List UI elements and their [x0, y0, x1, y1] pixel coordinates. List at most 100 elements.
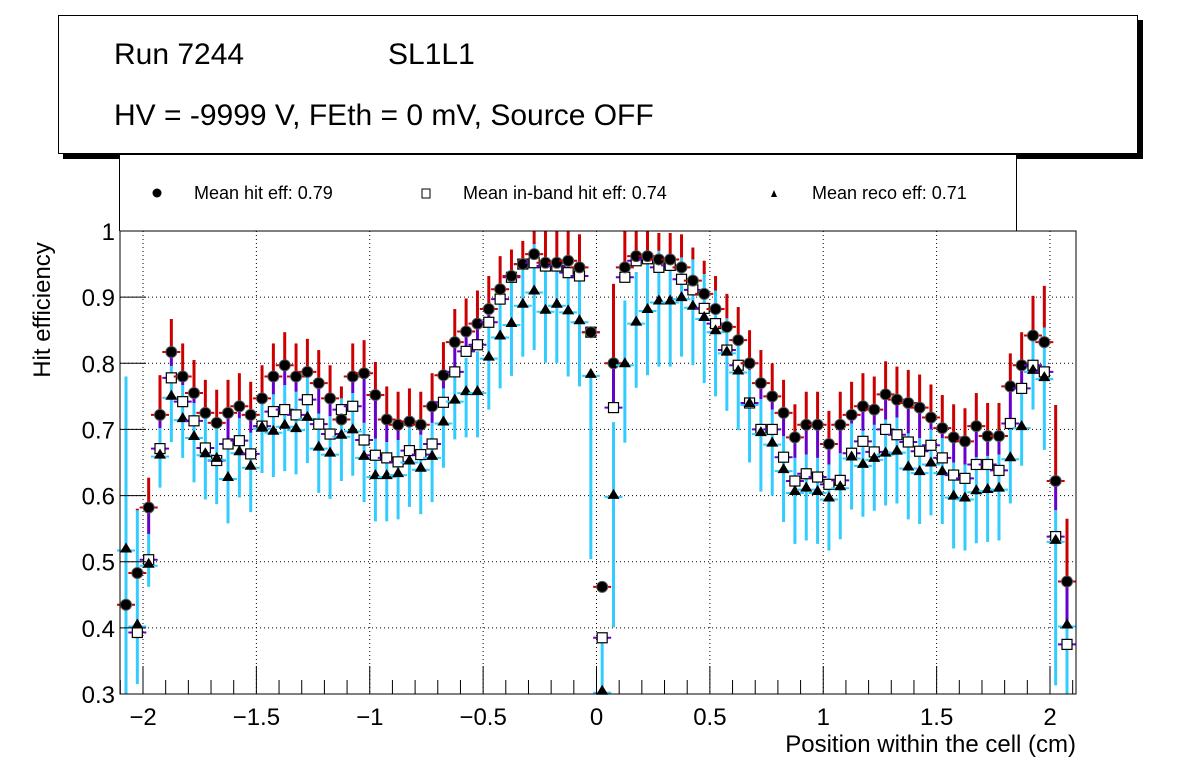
inband-eff-marker — [596, 632, 608, 644]
hit-eff-marker — [142, 501, 155, 514]
reco-eff-marker — [471, 385, 484, 396]
reco-eff-marker — [267, 424, 280, 435]
reco-eff-marker — [290, 422, 303, 433]
inband-eff-marker — [993, 464, 1005, 477]
hit-eff-marker — [958, 435, 971, 448]
reco-eff-marker — [165, 389, 178, 400]
title-line-1: Run 7244 SL1L1 — [114, 38, 475, 72]
reco-eff-marker — [879, 446, 892, 457]
inband-eff-marker — [460, 345, 472, 357]
inband-eff-marker — [948, 469, 960, 481]
x-tick-label: 2 — [1043, 704, 1056, 731]
x-tick-label: 0.5 — [693, 704, 726, 731]
reco-eff-marker — [641, 303, 654, 314]
run-label: Run 7244 — [114, 38, 245, 71]
reco-eff-marker — [528, 284, 541, 295]
reco-eff-marker — [596, 684, 609, 695]
reco-eff-marker — [1015, 420, 1028, 431]
hit-eff-marker — [267, 370, 280, 383]
reco-eff-marker — [584, 367, 597, 378]
inband-eff-marker — [267, 405, 279, 418]
reco-eff-marker — [335, 428, 348, 439]
legend-marker-inband-eff — [421, 188, 431, 199]
reco-eff-marker — [210, 451, 223, 462]
x-axis-title: Position within the cell (cm) — [785, 731, 1076, 758]
inband-eff-marker — [188, 415, 200, 427]
hit-eff-marker — [709, 303, 722, 316]
hit-eff-marker — [244, 408, 257, 421]
inband-eff-marker — [313, 418, 325, 430]
y-axis-title: Hit efficiency — [29, 242, 56, 378]
x-tick-label: 0 — [590, 704, 603, 731]
hit-eff-marker — [380, 413, 393, 426]
reco-eff-marker — [913, 465, 926, 476]
inband-eff-marker — [891, 429, 903, 441]
hit-eff-marker — [754, 377, 767, 390]
inband-eff-marker — [131, 626, 143, 639]
reco-eff-marker — [834, 480, 847, 491]
reco-eff-marker — [947, 489, 960, 500]
hit-eff-marker — [607, 357, 620, 370]
reco-eff-marker — [1038, 371, 1051, 382]
hit-eff-marker — [222, 406, 235, 419]
reco-eff-marker — [256, 420, 269, 431]
reco-eff-marker — [244, 459, 257, 470]
hit-eff-marker — [845, 408, 858, 421]
inband-eff-marker — [426, 438, 438, 450]
hit-eff-marker — [834, 418, 847, 431]
y-tick-label: 0.4 — [82, 616, 115, 643]
reco-eff-marker — [312, 440, 325, 451]
reco-eff-marker — [777, 463, 790, 474]
reco-eff-marker — [664, 294, 677, 305]
reco-eff-marker — [902, 460, 915, 471]
hit-eff-marker — [448, 336, 461, 349]
hit-eff-marker — [913, 401, 926, 414]
reco-eff-marker — [516, 297, 529, 308]
inband-eff-marker — [1004, 417, 1016, 430]
reco-eff-marker — [686, 299, 699, 310]
legend-marker-reco-eff — [771, 190, 777, 197]
reco-eff-marker — [1061, 618, 1074, 629]
inband-eff-marker — [177, 396, 189, 408]
inband-eff-marker — [358, 434, 370, 446]
hit-eff-marker — [720, 320, 733, 333]
reco-eff-marker — [845, 450, 858, 461]
legend-label-inband-eff: Mean in-band hit eff: 0.74 — [463, 183, 667, 203]
x-tick-label: −1.5 — [233, 704, 280, 731]
inband-eff-marker — [369, 449, 382, 461]
inband-eff-marker — [290, 409, 302, 421]
hit-eff-marker — [131, 566, 144, 579]
inband-eff-marker — [857, 435, 869, 447]
hit-eff-marker — [233, 400, 246, 413]
inband-eff-marker — [415, 448, 427, 461]
reco-eff-marker — [607, 488, 620, 499]
hit-eff-marker — [596, 580, 609, 593]
reco-eff-marker — [811, 484, 824, 495]
reco-eff-marker — [301, 410, 314, 421]
reco-eff-marker — [550, 297, 563, 308]
reco-eff-marker — [1004, 451, 1017, 462]
reco-eff-marker — [380, 469, 393, 480]
reco-eff-marker — [822, 491, 835, 502]
reco-eff-marker — [358, 449, 371, 460]
inband-eff-marker — [619, 271, 631, 283]
reco-eff-marker — [958, 491, 971, 502]
reco-eff-marker — [800, 481, 813, 492]
hit-eff-marker — [584, 326, 597, 339]
hit-eff-marker — [1049, 475, 1062, 488]
axes: −2 −1.5 −1 −0.5 0 0.5 1 1.5 2 0.3 0.4 0.5 0.6 0.7 0.8 0… — [82, 219, 1074, 731]
hit-eff-marker — [992, 430, 1005, 443]
inband-eff-marker — [222, 438, 234, 450]
inband-eff-marker — [562, 267, 574, 279]
reco-eff-marker — [494, 329, 507, 340]
hit-eff-marker — [176, 370, 189, 383]
inband-eff-marker — [914, 445, 926, 457]
reco-eff-marker — [573, 314, 586, 325]
reco-eff-marker — [324, 446, 337, 457]
hit-eff-marker — [528, 248, 541, 261]
hit-eff-marker — [471, 317, 484, 330]
hit-eff-marker — [335, 413, 348, 426]
hit-eff-marker — [199, 406, 212, 419]
inband-eff-marker — [449, 366, 461, 378]
